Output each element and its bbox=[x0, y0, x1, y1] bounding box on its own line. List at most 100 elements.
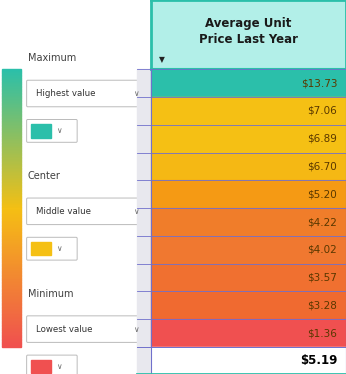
Bar bbox=[2, 91, 21, 93]
Bar bbox=[2, 267, 21, 268]
Bar bbox=[2, 212, 21, 214]
Bar bbox=[2, 344, 21, 346]
Bar bbox=[2, 232, 21, 233]
Bar bbox=[2, 205, 21, 207]
Bar bbox=[2, 255, 21, 257]
Bar bbox=[2, 136, 21, 137]
Bar bbox=[2, 166, 21, 168]
Bar bbox=[2, 214, 21, 215]
Bar bbox=[2, 225, 21, 226]
Bar bbox=[2, 244, 21, 246]
Bar bbox=[2, 129, 21, 130]
Bar bbox=[2, 96, 21, 97]
Bar bbox=[2, 276, 21, 278]
Bar bbox=[2, 107, 21, 108]
Bar bbox=[2, 301, 21, 303]
Bar bbox=[2, 193, 21, 194]
Bar bbox=[2, 265, 21, 267]
Bar bbox=[151, 264, 346, 291]
Bar bbox=[2, 287, 21, 289]
Bar bbox=[2, 159, 21, 161]
Bar bbox=[2, 268, 21, 269]
Bar bbox=[2, 116, 21, 118]
Bar bbox=[2, 251, 21, 252]
Text: $6.70: $6.70 bbox=[308, 162, 337, 171]
Bar bbox=[2, 222, 21, 223]
Bar bbox=[2, 252, 21, 254]
Text: Minimum: Minimum bbox=[28, 289, 73, 298]
Bar bbox=[2, 341, 21, 343]
Bar bbox=[31, 360, 51, 373]
Text: ∨: ∨ bbox=[133, 207, 139, 216]
Bar bbox=[2, 86, 21, 87]
Bar bbox=[2, 282, 21, 283]
Bar bbox=[2, 271, 21, 272]
Bar bbox=[2, 246, 21, 247]
Bar bbox=[2, 325, 21, 326]
FancyBboxPatch shape bbox=[27, 355, 77, 374]
Bar bbox=[2, 100, 21, 101]
Bar bbox=[2, 93, 21, 94]
Bar bbox=[2, 155, 21, 157]
Text: Maximum: Maximum bbox=[28, 53, 76, 63]
Bar bbox=[2, 260, 21, 261]
Bar bbox=[2, 303, 21, 304]
Bar bbox=[2, 105, 21, 107]
FancyBboxPatch shape bbox=[27, 316, 139, 343]
Bar bbox=[2, 123, 21, 125]
Bar bbox=[151, 236, 346, 264]
Bar bbox=[2, 85, 21, 86]
Bar bbox=[2, 203, 21, 204]
Bar bbox=[2, 114, 21, 115]
Bar bbox=[137, 236, 151, 264]
Bar bbox=[2, 332, 21, 333]
Bar bbox=[2, 139, 21, 140]
Bar bbox=[2, 230, 21, 232]
Bar bbox=[2, 290, 21, 291]
Bar bbox=[2, 143, 21, 144]
Bar bbox=[2, 330, 21, 332]
Bar bbox=[2, 154, 21, 155]
Bar bbox=[2, 289, 21, 290]
Bar bbox=[2, 209, 21, 211]
Bar bbox=[2, 339, 21, 340]
Bar bbox=[2, 310, 21, 311]
Bar bbox=[2, 145, 21, 147]
Bar bbox=[2, 229, 21, 230]
Bar bbox=[2, 204, 21, 205]
Bar bbox=[2, 112, 21, 114]
Bar bbox=[2, 164, 21, 165]
Bar bbox=[2, 174, 21, 175]
Bar bbox=[2, 233, 21, 234]
Bar bbox=[2, 211, 21, 212]
Bar bbox=[2, 125, 21, 126]
Bar bbox=[2, 278, 21, 279]
Bar bbox=[2, 254, 21, 255]
Bar bbox=[2, 298, 21, 300]
Bar bbox=[137, 319, 151, 347]
Bar bbox=[2, 82, 21, 83]
Bar bbox=[2, 141, 21, 143]
Bar bbox=[2, 190, 21, 191]
Bar bbox=[2, 72, 21, 73]
Bar bbox=[2, 171, 21, 172]
Bar bbox=[2, 264, 21, 265]
Bar bbox=[2, 318, 21, 319]
Bar bbox=[2, 297, 21, 298]
Bar bbox=[2, 90, 21, 91]
Bar bbox=[2, 215, 21, 217]
Bar bbox=[2, 228, 21, 229]
Bar bbox=[2, 110, 21, 111]
Bar bbox=[2, 337, 21, 339]
Bar bbox=[137, 69, 151, 97]
Text: $3.57: $3.57 bbox=[308, 273, 337, 283]
Bar bbox=[2, 104, 21, 105]
Bar bbox=[2, 94, 21, 96]
Bar bbox=[151, 69, 346, 97]
Bar bbox=[2, 285, 21, 286]
Bar bbox=[2, 178, 21, 179]
Bar bbox=[2, 316, 21, 318]
Bar bbox=[2, 275, 21, 276]
Text: ∨: ∨ bbox=[56, 126, 62, 135]
Text: $7.06: $7.06 bbox=[308, 106, 337, 116]
